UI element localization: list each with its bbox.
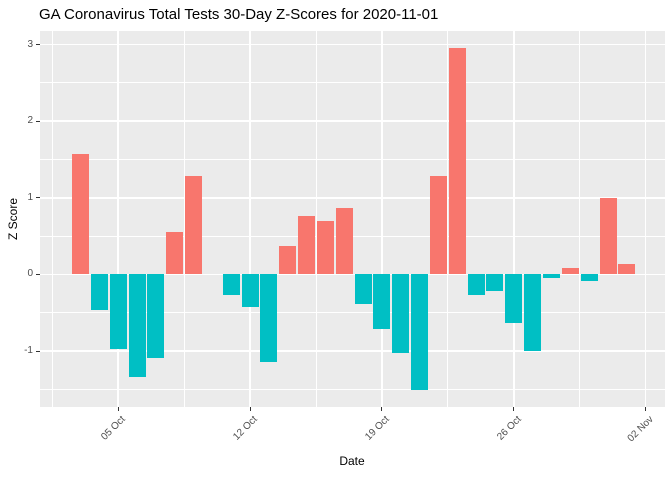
gridline-minor-horizontal [40,312,665,314]
bar [260,274,278,363]
bar [543,274,560,279]
x-tick-label: 19 Oct [363,414,392,443]
bar [241,274,259,308]
bar [373,274,391,329]
y-tick-mark [36,197,40,199]
y-tick-mark [36,120,40,122]
y-tick-label: 1 [27,191,33,203]
bar [580,274,598,281]
bar [486,274,504,292]
plot-panel [40,31,665,407]
bar [505,274,523,324]
bar [128,274,146,378]
y-tick-label: 0 [27,268,33,280]
gridline-major-horizontal [40,197,665,199]
bar [524,274,542,351]
gridline-major-vertical [117,31,119,407]
x-tick-mark [513,407,515,411]
bar [392,274,410,353]
gridline-minor-vertical [183,31,185,407]
x-tick-mark [381,407,383,411]
bar [448,48,466,275]
gridline-minor-horizontal [40,388,665,390]
bar [147,274,165,358]
bar [467,274,485,296]
bar [279,246,297,275]
bar [316,220,334,275]
gridline-minor-vertical [447,31,449,407]
gridline-major-horizontal [40,43,665,46]
x-tick-label: 05 Oct [99,414,128,443]
x-tick-label: 02 Nov [625,414,656,445]
gridline-major-vertical [644,31,647,407]
gridline-major-vertical [249,31,251,407]
gridline-major-horizontal [40,120,665,122]
x-tick-mark [249,407,251,411]
gridline-major-horizontal [40,350,665,352]
y-axis-title: Z Score [6,197,20,241]
y-tick-label: 2 [27,115,33,127]
x-axis-title: Date [339,454,365,468]
gridline-minor-vertical [315,31,317,407]
chart-title: GA Coronavirus Total Tests 30-Day Z-Scor… [39,6,439,23]
y-tick-mark [36,44,40,46]
bar [298,216,316,275]
x-tick-mark [117,407,119,411]
gridline-minor-horizontal [40,159,665,160]
x-tick-label: 26 Oct [494,414,524,443]
bar [411,274,429,391]
x-tick-mark [645,407,647,411]
bar [185,175,203,275]
y-tick-mark [36,350,40,352]
bar [72,154,89,275]
bar [429,176,447,275]
gridline-minor-horizontal [40,82,665,84]
gridline-minor-vertical [579,31,581,407]
bar [90,274,108,310]
gridline-minor-vertical [51,31,53,407]
bar [166,232,184,275]
gridline-major-horizontal [40,273,665,276]
bar [335,207,353,275]
bar [222,274,240,296]
gridline-major-vertical [381,31,383,407]
y-tick-mark [36,273,40,275]
y-tick-label: -1 [24,345,33,356]
bar [618,264,636,275]
y-tick-label: 3 [27,38,33,50]
bar [109,274,127,349]
x-tick-label: 12 Oct [231,414,260,443]
bar [599,197,617,275]
bar [561,268,579,275]
gridline-major-vertical [513,31,515,407]
bar [354,274,372,305]
